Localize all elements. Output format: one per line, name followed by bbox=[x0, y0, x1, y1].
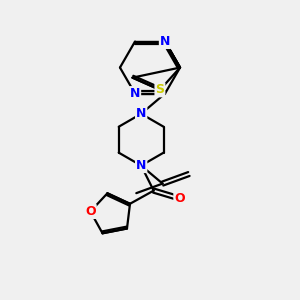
Text: N: N bbox=[136, 159, 146, 172]
Text: N: N bbox=[130, 87, 140, 100]
Text: N: N bbox=[160, 35, 170, 48]
Text: N: N bbox=[136, 107, 146, 120]
Text: S: S bbox=[155, 83, 164, 96]
Text: O: O bbox=[85, 205, 96, 218]
Text: O: O bbox=[174, 192, 185, 205]
